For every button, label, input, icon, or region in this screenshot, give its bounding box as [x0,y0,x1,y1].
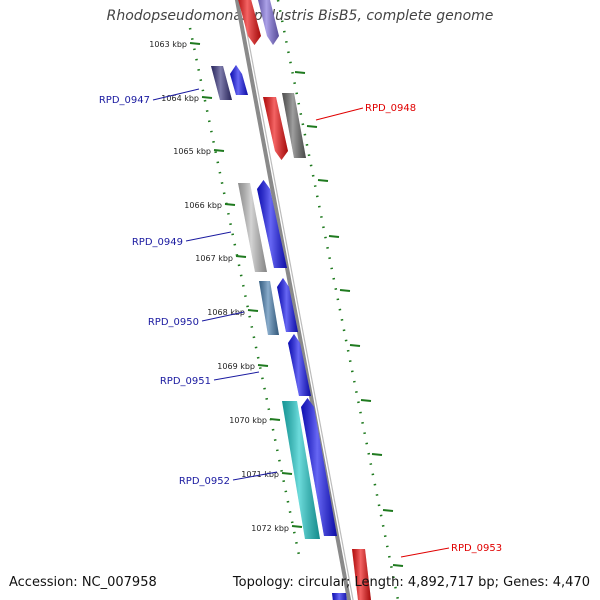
tick-label: 1065 kbp [173,147,211,156]
tick-label: 1072 kbp [251,524,289,533]
major-tick [281,472,293,475]
tick-label: 1067 kbp [195,254,233,263]
gene-shading [277,278,298,332]
gene-leader-line [213,371,260,381]
gene-shading [257,180,287,268]
gene-leader-line [185,231,232,242]
gene-leader-line [400,547,450,558]
left-tick-ruler [188,27,302,561]
major-tick [224,203,236,206]
major-tick [360,399,372,402]
major-tick [371,453,383,456]
gene-shading [301,398,337,536]
gene-shading [230,65,248,95]
major-tick [291,525,303,528]
tick-label: 1064 kbp [161,94,199,103]
major-tick [213,149,225,152]
gene-label: RPD_0949 [132,237,183,248]
major-tick [349,344,361,347]
major-tick [306,125,318,128]
gene-shading [238,0,261,45]
major-tick [189,42,201,45]
gene-label: RPD_0948 [365,103,416,114]
tick-label: 1068 kbp [207,308,245,317]
backbone-highlight [240,0,354,600]
gene-label: RPD_0953 [451,543,502,554]
major-tick [392,564,404,567]
gene-shading [288,334,311,396]
gene-leader-line [201,311,245,322]
major-tick [382,509,394,512]
tick-label: 1070 kbp [229,416,267,425]
right-tick-ruler [276,0,400,600]
topology-text: Topology: circular; Length: 4,892,717 bp… [232,575,590,590]
gene-shading [332,593,347,600]
major-tick [257,364,269,367]
tick-label: 1069 kbp [217,362,255,371]
major-tick [235,255,247,258]
gene-label: RPD_0947 [99,95,150,106]
backbone-line [234,0,352,600]
gene-leader-line [152,88,200,101]
major-tick [269,418,281,421]
gene-shading [282,401,320,539]
gene-label: RPD_0950 [148,317,199,328]
tick-label: 1071 kbp [241,470,279,479]
gene-shading [211,66,232,100]
map-title: Rhodopseudomonas palustris BisB5, comple… [106,8,494,24]
gene-shading [259,281,279,335]
gene-shading [282,93,306,158]
major-tick [317,179,329,182]
major-tick [247,309,259,312]
gene-leader-line [232,471,278,481]
gene-shading [258,0,279,45]
accession-text: Accession: NC_007958 [9,575,157,590]
gene-label: RPD_0952 [179,476,230,487]
gene-shading [263,97,288,160]
major-tick [201,96,213,99]
major-tick [339,289,351,292]
tick-label: 1066 kbp [184,201,222,210]
gene-leader-line [315,107,364,121]
gene-shading [238,183,267,272]
gene-label: RPD_0951 [160,376,211,387]
major-tick [328,235,340,238]
major-tick [294,71,306,74]
tick-label: 1063 kbp [149,40,187,49]
gene-shading [352,549,371,600]
